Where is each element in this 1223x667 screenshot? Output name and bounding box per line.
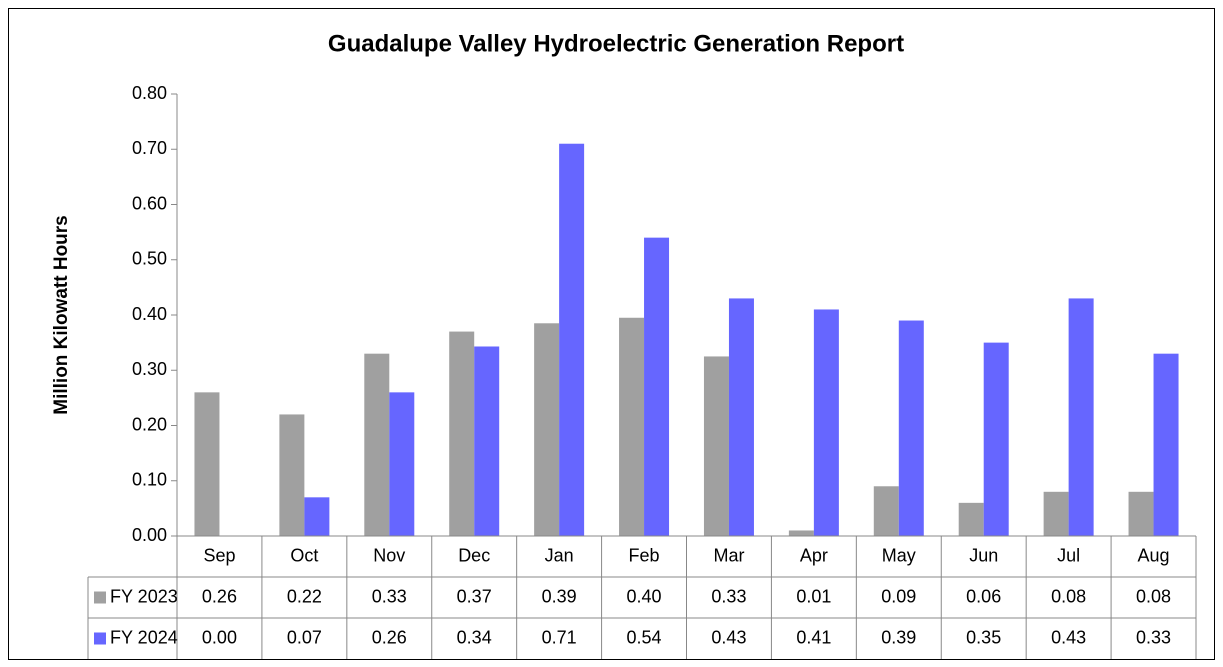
y-axis-label: Million Kilowatt Hours	[51, 215, 72, 415]
table-value: 0.08	[1136, 586, 1171, 606]
x-tick-label: Jun	[969, 545, 998, 565]
x-tick-label: Sep	[203, 545, 235, 565]
legend-label: FY 2023	[110, 586, 178, 606]
bar	[194, 392, 220, 536]
x-tick-label: Nov	[373, 545, 405, 565]
bar	[559, 143, 585, 536]
bar	[474, 346, 500, 536]
table-value: 0.43	[711, 627, 746, 647]
x-tick-label: Feb	[629, 545, 660, 565]
table-value: 0.39	[542, 586, 577, 606]
bar	[449, 331, 475, 536]
bar	[873, 486, 899, 536]
table-value: 0.41	[796, 627, 831, 647]
y-tick-label: 0.50	[132, 249, 167, 269]
bar	[279, 414, 305, 536]
table-value: 0.40	[627, 586, 662, 606]
bar	[644, 237, 670, 536]
table-value: 0.39	[881, 627, 916, 647]
x-tick-label: Aug	[1138, 545, 1170, 565]
table-value: 0.00	[202, 627, 237, 647]
bar	[728, 298, 754, 536]
bar	[389, 392, 415, 536]
y-tick-label: 0.30	[132, 359, 167, 379]
x-tick-label: Apr	[800, 545, 828, 565]
bar	[958, 502, 984, 536]
table-value: 0.33	[372, 586, 407, 606]
bar	[1153, 353, 1179, 536]
table-value: 0.33	[1136, 627, 1171, 647]
bar	[813, 309, 839, 536]
bar	[534, 323, 560, 536]
table-value: 0.06	[966, 586, 1001, 606]
table-value: 0.37	[457, 586, 492, 606]
bar	[1128, 491, 1154, 536]
bar	[703, 356, 729, 536]
x-tick-label: May	[882, 545, 916, 565]
legend-swatch	[94, 591, 106, 604]
table-value: 0.43	[1051, 627, 1086, 647]
y-tick-label: 0.10	[132, 470, 167, 490]
table-value: 0.01	[796, 586, 831, 606]
table-value: 0.22	[287, 586, 322, 606]
table-value: 0.08	[1051, 586, 1086, 606]
bar	[619, 317, 645, 536]
table-value: 0.71	[542, 627, 577, 647]
bar	[898, 320, 924, 536]
table-value: 0.35	[966, 627, 1001, 647]
table-value: 0.09	[881, 586, 916, 606]
table-value: 0.34	[457, 627, 492, 647]
y-tick-label: 0.00	[132, 525, 167, 545]
bar	[788, 530, 814, 536]
chart-frame	[8, 8, 1215, 660]
x-tick-label: Mar	[713, 545, 744, 565]
bar	[304, 497, 330, 536]
table-value: 0.33	[711, 586, 746, 606]
y-tick-label: 0.40	[132, 304, 167, 324]
bar	[1043, 491, 1069, 536]
y-tick-label: 0.80	[132, 83, 167, 103]
bar	[364, 353, 390, 536]
x-tick-label: Jul	[1057, 545, 1080, 565]
x-tick-label: Jan	[545, 545, 574, 565]
chart-title: Guadalupe Valley Hydroelectric Generatio…	[328, 30, 904, 57]
bar	[983, 342, 1009, 536]
table-value: 0.07	[287, 627, 322, 647]
legend-swatch	[94, 632, 106, 645]
legend-label: FY 2024	[110, 627, 178, 647]
table-value: 0.26	[202, 586, 237, 606]
table-value: 0.54	[627, 627, 662, 647]
bar	[1068, 298, 1094, 536]
x-tick-label: Oct	[290, 545, 318, 565]
y-tick-label: 0.20	[132, 414, 167, 434]
x-tick-label: Dec	[458, 545, 490, 565]
y-tick-label: 0.60	[132, 193, 167, 213]
table-value: 0.26	[372, 627, 407, 647]
y-tick-label: 0.70	[132, 138, 167, 158]
